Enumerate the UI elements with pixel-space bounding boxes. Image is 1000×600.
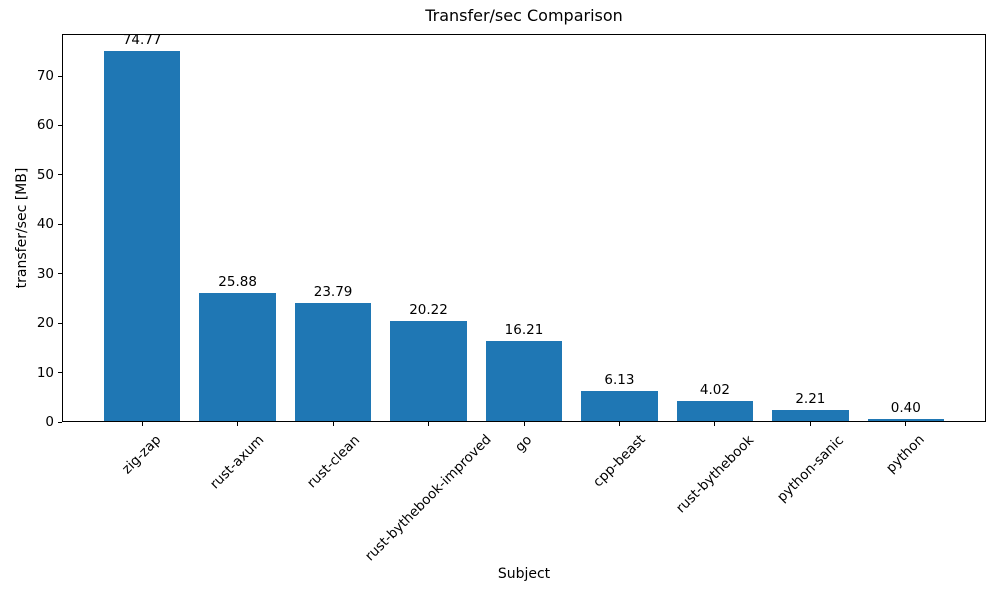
x-tick-mark <box>809 422 811 426</box>
y-tick-mark <box>58 124 62 126</box>
y-tick-label: 20 <box>36 315 54 332</box>
x-tick-mark <box>141 422 143 426</box>
x-tick-label-go: go <box>512 431 536 456</box>
bar-value-label: 0.40 <box>890 400 921 417</box>
bar-rust-bythebook <box>676 401 754 421</box>
bar-value-label: 16.21 <box>504 321 544 338</box>
x-tick-label-cpp-beast: cpp-beast <box>590 431 649 491</box>
x-tick-mark <box>714 422 716 426</box>
y-tick-label: 30 <box>36 265 54 282</box>
y-tick-label: 40 <box>36 216 54 233</box>
plot-area <box>62 34 986 422</box>
x-tick-label-zig-zap: zig-zap <box>119 431 165 478</box>
y-tick-label: 10 <box>36 364 54 381</box>
y-tick-mark <box>58 322 62 324</box>
y-tick-mark <box>58 223 62 225</box>
x-tick-label-rust-bythebook: rust-bythebook <box>672 431 757 517</box>
bar-rust-clean <box>294 303 372 421</box>
y-tick-label: 0 <box>45 414 54 430</box>
x-tick-mark <box>523 422 525 426</box>
y-tick-label: 50 <box>36 166 54 183</box>
y-tick-label: 60 <box>36 117 54 134</box>
x-tick-label-rust-axum: rust-axum <box>207 431 268 493</box>
bar-rust-bythebook-improved <box>390 321 467 421</box>
x-tick-mark <box>905 422 907 426</box>
chart-title: Transfer/sec Comparison <box>425 6 623 25</box>
y-tick-mark <box>58 174 62 176</box>
bar-value-label: 74.77 <box>122 32 162 49</box>
bar-value-label: 20.22 <box>409 302 448 319</box>
x-tick-mark <box>618 422 620 426</box>
x-tick-label-python: python <box>883 431 929 477</box>
x-axis-label: Subject <box>497 566 551 582</box>
bar-value-label: 4.02 <box>699 382 730 399</box>
x-tick-mark <box>332 422 334 426</box>
x-tick-label-rust-clean: rust-clean <box>303 431 363 492</box>
bar-value-label: 23.79 <box>313 284 353 301</box>
y-tick-label: 70 <box>36 68 54 84</box>
y-tick-mark <box>58 372 62 374</box>
bar-python-sanic <box>772 410 849 421</box>
x-tick-mark <box>428 422 430 426</box>
x-tick-label-python-sanic: python-sanic <box>773 431 847 505</box>
bar-value-label: 25.88 <box>218 274 257 291</box>
x-tick-label-rust-bythebook-improved: rust-bythebook-improved <box>362 431 495 565</box>
bar-python <box>867 419 944 421</box>
bar-cpp-beast <box>581 390 658 421</box>
bar-value-label: 2.21 <box>795 391 826 408</box>
y-tick-mark <box>58 273 62 275</box>
bar-go <box>485 340 563 421</box>
bar-zig-zap <box>104 51 181 421</box>
y-tick-mark <box>58 421 62 423</box>
bar-rust-axum <box>199 293 276 421</box>
bar-value-label: 6.13 <box>604 371 635 388</box>
y-tick-mark <box>58 75 62 77</box>
x-tick-mark <box>237 422 239 426</box>
